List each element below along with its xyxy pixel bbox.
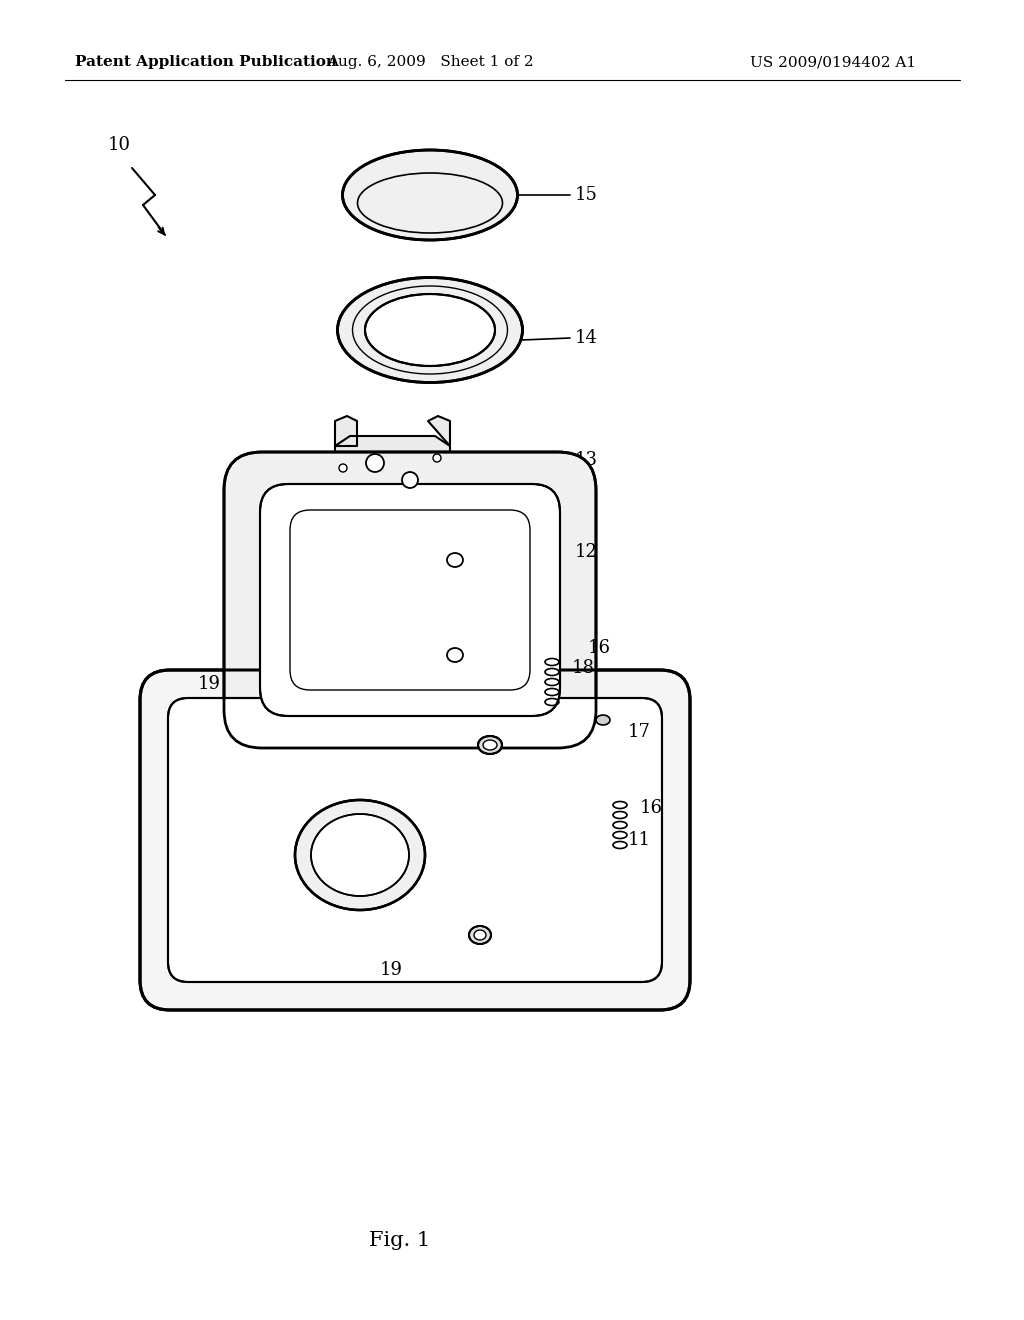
Text: Fig. 1: Fig. 1 [370, 1230, 431, 1250]
Ellipse shape [342, 150, 517, 240]
Polygon shape [428, 416, 450, 446]
Ellipse shape [433, 454, 441, 462]
Text: 17: 17 [628, 723, 651, 741]
Text: US 2009/0194402 A1: US 2009/0194402 A1 [750, 55, 916, 69]
Polygon shape [588, 719, 618, 750]
Text: 18: 18 [572, 659, 595, 677]
Polygon shape [460, 760, 520, 800]
Ellipse shape [447, 553, 463, 568]
Ellipse shape [474, 931, 486, 940]
Ellipse shape [295, 800, 425, 909]
Text: Patent Application Publication: Patent Application Publication [75, 55, 337, 69]
Ellipse shape [338, 277, 522, 383]
Ellipse shape [483, 741, 497, 750]
Text: Aug. 6, 2009   Sheet 1 of 2: Aug. 6, 2009 Sheet 1 of 2 [327, 55, 534, 69]
Ellipse shape [596, 715, 610, 725]
Text: 19: 19 [380, 961, 403, 979]
FancyBboxPatch shape [260, 484, 560, 715]
Text: 12: 12 [575, 543, 598, 561]
Text: 19: 19 [198, 675, 221, 693]
Text: 11: 11 [628, 832, 651, 849]
Text: 13: 13 [575, 451, 598, 469]
Ellipse shape [447, 648, 463, 663]
Ellipse shape [311, 814, 409, 896]
Text: 16: 16 [640, 799, 663, 817]
Ellipse shape [402, 473, 418, 488]
Ellipse shape [339, 465, 347, 473]
FancyBboxPatch shape [140, 671, 690, 1010]
Polygon shape [335, 436, 450, 500]
Text: 14: 14 [575, 329, 598, 347]
Ellipse shape [478, 737, 502, 754]
Ellipse shape [365, 294, 495, 366]
Text: 21: 21 [430, 561, 453, 579]
Ellipse shape [469, 927, 490, 944]
Polygon shape [335, 416, 357, 446]
Polygon shape [470, 880, 520, 920]
Text: 10: 10 [108, 136, 131, 154]
Ellipse shape [366, 454, 384, 473]
Text: 15: 15 [575, 186, 598, 205]
FancyBboxPatch shape [168, 698, 662, 982]
Text: 16: 16 [588, 639, 611, 657]
FancyBboxPatch shape [224, 451, 596, 748]
